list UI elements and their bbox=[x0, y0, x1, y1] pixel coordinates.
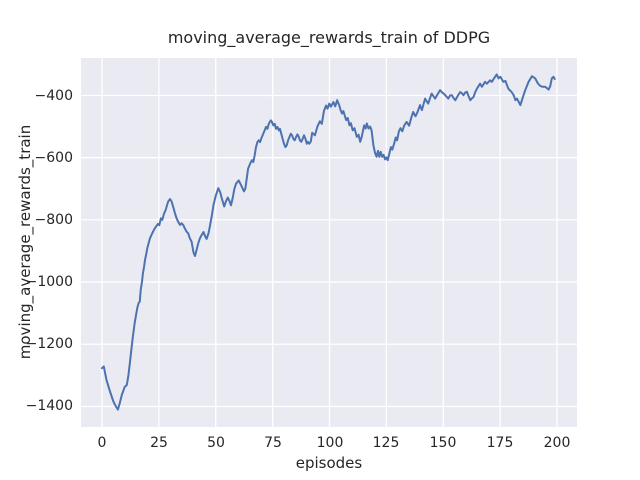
x-tick-label: 150 bbox=[429, 435, 457, 451]
x-tick-label: 75 bbox=[264, 435, 282, 451]
y-tick-label: −1000 bbox=[25, 274, 73, 290]
y-tick-label: −1200 bbox=[25, 336, 73, 352]
x-axis-label: episodes bbox=[295, 454, 363, 472]
x-tick-label: 50 bbox=[207, 435, 225, 451]
chart-title: moving_average_rewards_train of DDPG bbox=[167, 28, 491, 47]
y-tick-label: −600 bbox=[34, 150, 73, 166]
x-tick-label: 25 bbox=[150, 435, 168, 451]
x-tick-label: 0 bbox=[97, 435, 107, 451]
x-tick-label: 100 bbox=[316, 435, 344, 451]
y-tick-label: −1400 bbox=[25, 398, 73, 414]
reward-line bbox=[101, 73, 556, 411]
x-tick-label: 175 bbox=[486, 435, 514, 451]
y-tick-label: −400 bbox=[34, 88, 73, 104]
x-tick-label: 125 bbox=[372, 435, 400, 451]
x-tick-label: 200 bbox=[543, 435, 571, 451]
y-tick-label: −800 bbox=[34, 212, 73, 228]
